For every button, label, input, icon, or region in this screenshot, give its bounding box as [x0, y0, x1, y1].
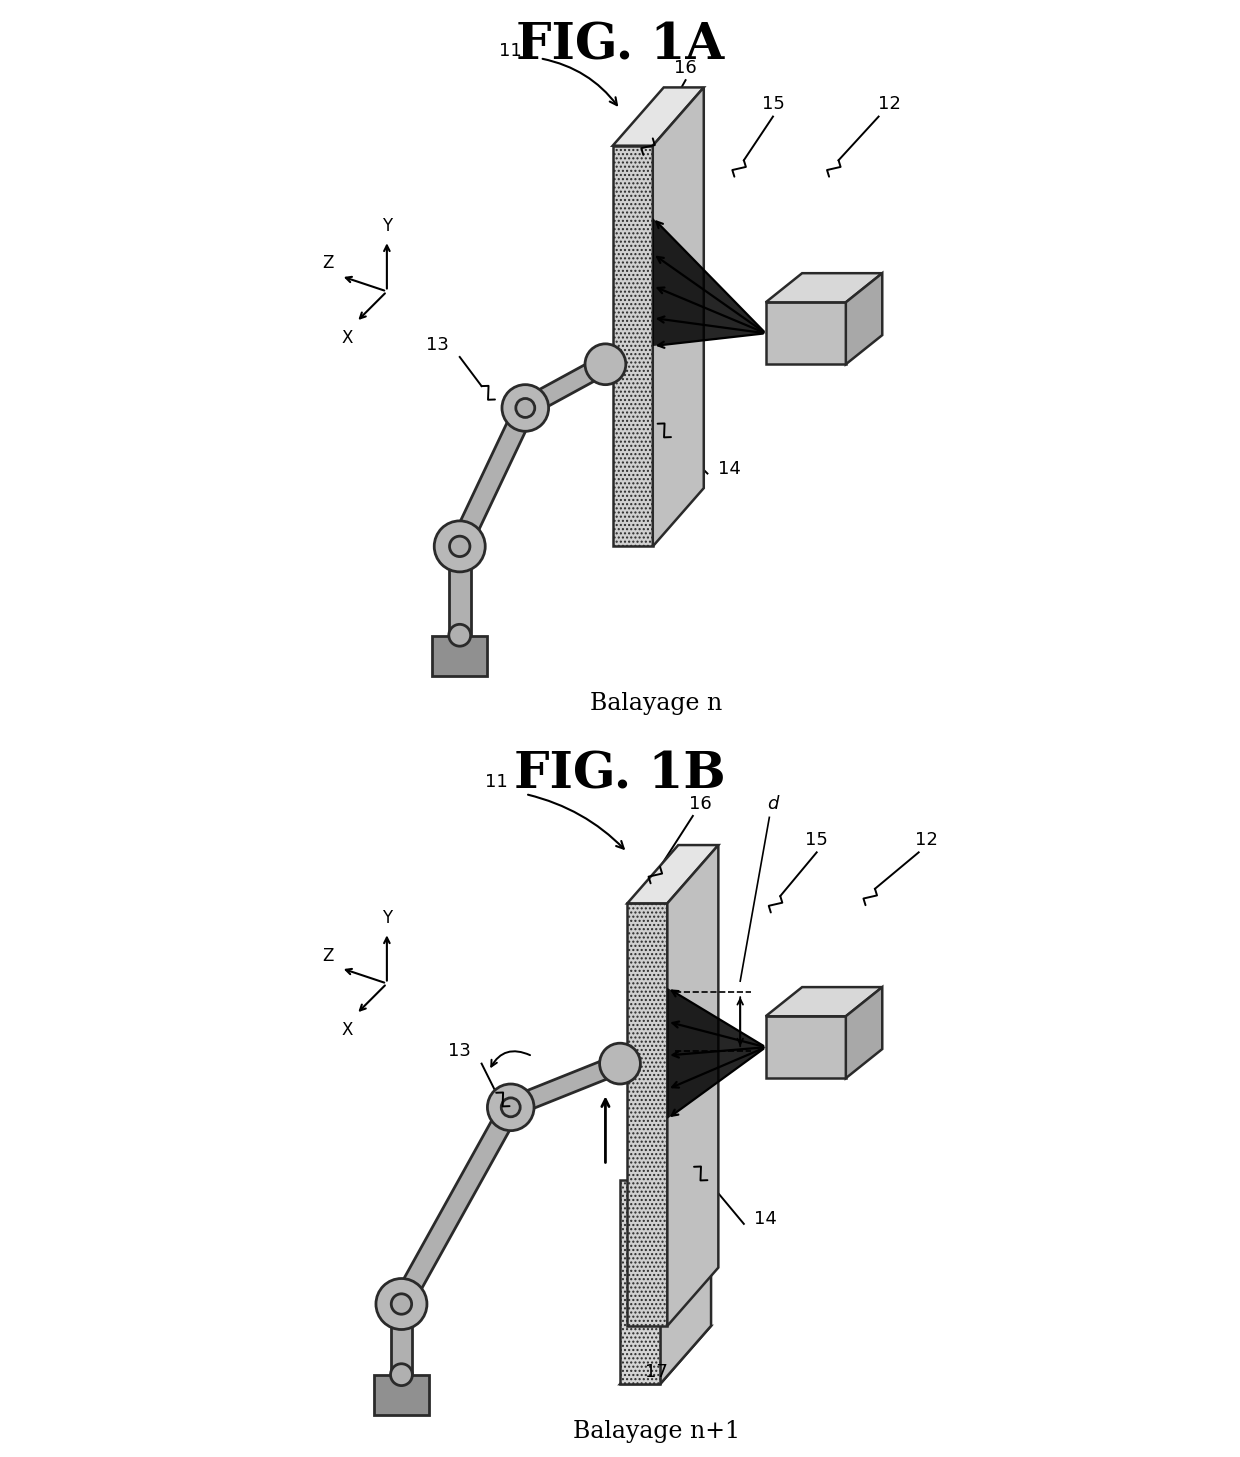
- Polygon shape: [652, 87, 704, 546]
- Circle shape: [610, 1053, 630, 1072]
- Circle shape: [449, 536, 471, 558]
- Circle shape: [501, 1099, 521, 1118]
- Text: 13: 13: [449, 1042, 471, 1061]
- Polygon shape: [613, 87, 704, 146]
- Circle shape: [449, 624, 471, 647]
- Text: d: d: [768, 794, 779, 813]
- Text: Z: Z: [322, 255, 334, 272]
- Circle shape: [392, 1294, 412, 1314]
- Polygon shape: [846, 274, 883, 364]
- Text: Y: Y: [382, 909, 392, 927]
- Polygon shape: [766, 302, 846, 364]
- Text: FIG. 1B: FIG. 1B: [515, 750, 725, 800]
- Circle shape: [502, 385, 548, 431]
- Circle shape: [450, 536, 470, 557]
- Text: X: X: [341, 329, 352, 347]
- Bar: [374, 1375, 429, 1415]
- Text: X: X: [341, 1021, 352, 1039]
- Circle shape: [391, 1294, 413, 1314]
- Circle shape: [516, 399, 534, 417]
- Polygon shape: [766, 274, 883, 302]
- Text: 16: 16: [688, 794, 712, 813]
- Polygon shape: [613, 146, 652, 546]
- Polygon shape: [449, 546, 471, 635]
- Polygon shape: [450, 404, 534, 551]
- Circle shape: [596, 356, 615, 373]
- Polygon shape: [393, 1103, 520, 1308]
- Polygon shape: [652, 219, 766, 345]
- Text: 12: 12: [915, 830, 937, 849]
- Polygon shape: [627, 903, 667, 1326]
- Circle shape: [515, 398, 536, 418]
- Text: 11: 11: [485, 772, 507, 791]
- Polygon shape: [521, 356, 610, 417]
- Polygon shape: [507, 1055, 624, 1116]
- Polygon shape: [391, 1304, 413, 1375]
- Text: 13: 13: [427, 335, 449, 354]
- Polygon shape: [766, 1017, 846, 1078]
- Circle shape: [585, 344, 626, 385]
- Circle shape: [501, 1097, 521, 1118]
- Text: 17: 17: [645, 1362, 668, 1381]
- Circle shape: [434, 522, 485, 571]
- Polygon shape: [620, 1180, 660, 1384]
- Text: 16: 16: [675, 58, 697, 77]
- Text: Balayage n: Balayage n: [590, 692, 723, 714]
- Polygon shape: [667, 845, 718, 1326]
- Text: 15: 15: [761, 95, 785, 114]
- Polygon shape: [667, 988, 766, 1119]
- Circle shape: [391, 1364, 413, 1386]
- Text: FIG. 1A: FIG. 1A: [516, 22, 724, 71]
- Circle shape: [376, 1279, 427, 1329]
- Text: Balayage n+1: Balayage n+1: [573, 1421, 740, 1442]
- Polygon shape: [846, 988, 883, 1078]
- Text: 14: 14: [754, 1209, 777, 1228]
- Polygon shape: [620, 1326, 711, 1384]
- Text: 15: 15: [805, 830, 828, 849]
- Polygon shape: [766, 988, 883, 1017]
- Polygon shape: [627, 845, 718, 903]
- Polygon shape: [660, 1122, 711, 1384]
- Text: Y: Y: [382, 217, 392, 235]
- Text: 11: 11: [500, 42, 522, 60]
- Circle shape: [600, 1043, 640, 1084]
- Text: 14: 14: [718, 459, 740, 478]
- Bar: [433, 635, 487, 676]
- Circle shape: [487, 1084, 534, 1131]
- Text: Z: Z: [322, 947, 334, 965]
- Text: 12: 12: [878, 95, 901, 114]
